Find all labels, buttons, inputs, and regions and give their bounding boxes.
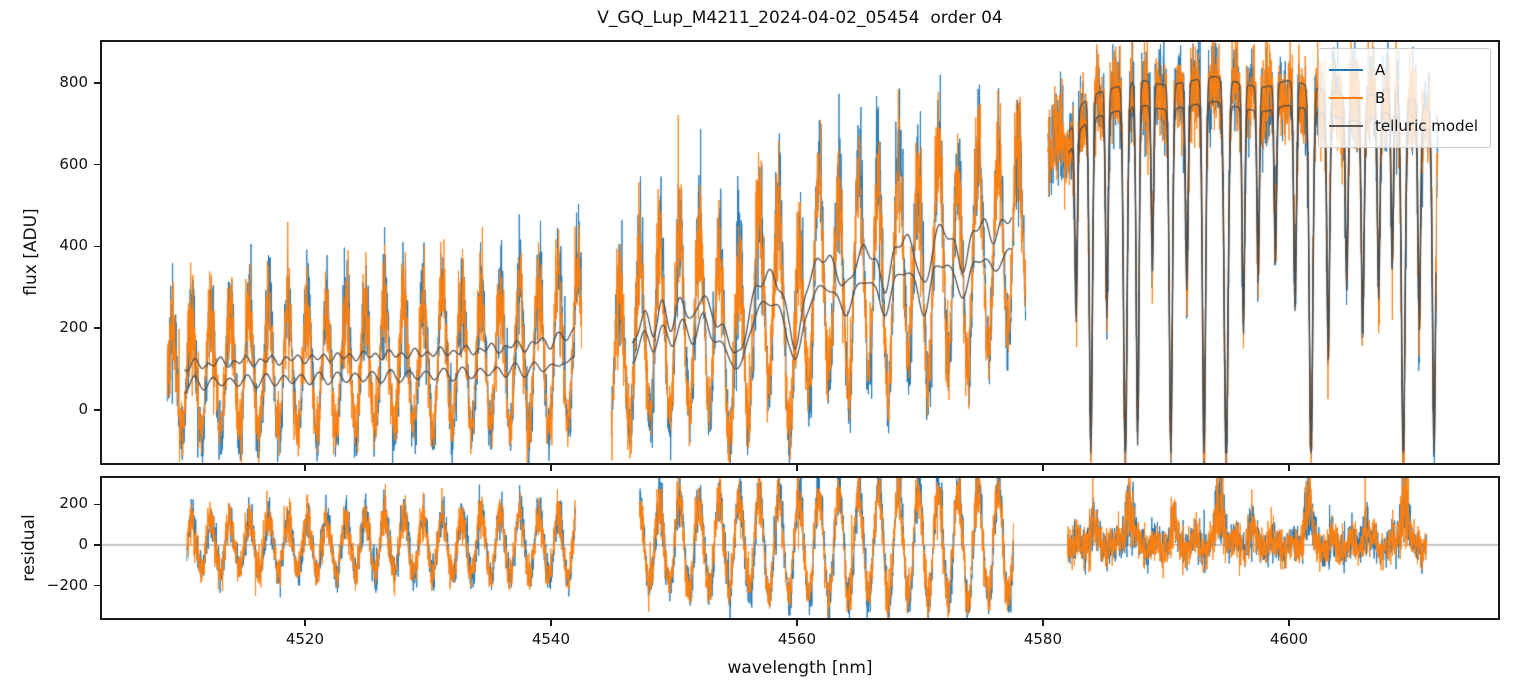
x-tick-mark [1288, 465, 1290, 471]
y-tick-label: 400 [59, 236, 88, 255]
y-tick-mark [94, 82, 100, 84]
legend-item-a: A [1328, 56, 1478, 84]
y-tick-mark [94, 544, 100, 546]
y-tick-label: 600 [59, 154, 88, 173]
legend-line-swatch [1328, 97, 1363, 99]
y-tick-label: 0 [78, 399, 88, 418]
legend-label: A [1374, 61, 1386, 79]
legend-item-b: B [1328, 84, 1478, 112]
x-tick-mark [1288, 620, 1290, 626]
x-tick-mark [550, 465, 552, 471]
legend-label: B [1374, 89, 1386, 107]
residual-plot-canvas [102, 478, 1498, 618]
x-tick-mark [796, 465, 798, 471]
legend-line-swatch [1328, 69, 1363, 71]
plot-title: V_GQ_Lup_M4211_2024-04-02_05454 order 04 [597, 8, 1003, 28]
x-tick-mark [796, 620, 798, 626]
y-tick-label: 200 [59, 494, 88, 513]
y-tick-mark [94, 163, 100, 166]
x-tick-label: 4580 [1023, 630, 1062, 648]
x-tick-mark [1042, 465, 1044, 471]
y-tick-label: −200 [46, 575, 88, 594]
x-axis-label: wavelength [nm] [727, 658, 873, 678]
x-tick-label: 4600 [1269, 630, 1308, 648]
legend-line-swatch [1328, 125, 1363, 127]
x-tick-mark [304, 620, 306, 626]
legend-item-telluric-model: telluric model [1328, 112, 1478, 140]
x-tick-label: 4540 [531, 630, 571, 648]
y-tick-label: 200 [59, 318, 88, 337]
legend-label: telluric model [1374, 117, 1478, 135]
y-tick-mark [94, 409, 100, 411]
y-tick-mark [94, 584, 100, 587]
residual-panel [100, 476, 1500, 620]
x-tick-label: 4560 [777, 630, 817, 648]
y-tick-mark [94, 503, 100, 506]
x-tick-label: 4520 [285, 630, 325, 648]
y-tick-mark [94, 245, 100, 248]
y-tick-label: 0 [78, 534, 88, 553]
y-tick-mark [94, 327, 100, 329]
x-tick-mark [304, 465, 306, 471]
x-tick-mark [550, 620, 552, 626]
y-tick-label: 800 [59, 72, 88, 91]
flux-plot-canvas [102, 42, 1498, 463]
x-tick-mark [1042, 620, 1044, 626]
